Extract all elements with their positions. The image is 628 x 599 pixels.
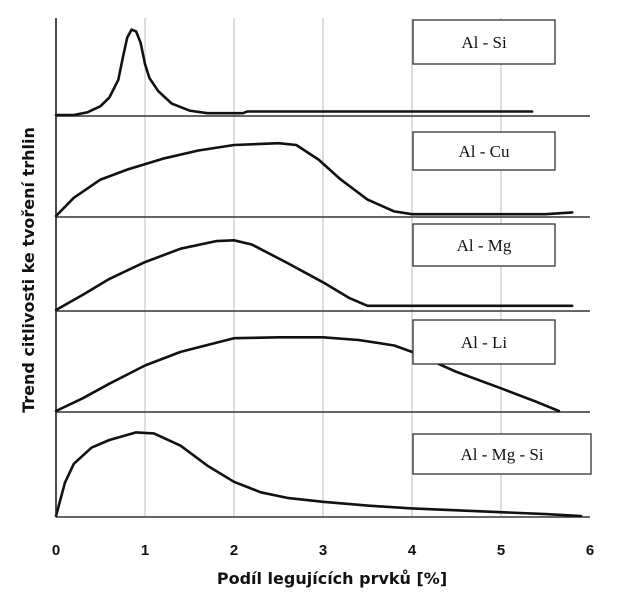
panel-2: Al - Cu [54, 131, 590, 218]
y-axis-title: Trend citlivosti ke tvoření trhlin [19, 127, 38, 413]
x-tick-label-3: 3 [319, 542, 327, 559]
x-tick-label-2: 2 [230, 542, 238, 559]
series-label-3: Al - Mg [457, 236, 512, 255]
series-label-2: Al - Cu [459, 142, 511, 161]
series-label-box-2 [412, 131, 556, 171]
x-tick-label-5: 5 [497, 542, 505, 559]
series-line-4 [54, 336, 561, 413]
x-tick-label-1: 1 [141, 542, 149, 559]
series-line-1 [54, 28, 534, 117]
series-label-box-5 [412, 433, 592, 475]
x-axis-title: Podíl legujících prvků [%] [217, 569, 447, 588]
panel-4: Al - Li [54, 319, 590, 413]
panel-3: Al - Mg [54, 223, 590, 312]
x-tick-label-0: 0 [52, 542, 60, 559]
x-tick-labels: 0 1 2 3 4 5 6 [52, 542, 594, 559]
panel-5: Al - Mg - Si [54, 431, 592, 518]
series-line-5 [54, 431, 583, 518]
panel-1: Al - Si [54, 19, 590, 117]
x-tick-label-4: 4 [408, 542, 417, 559]
series-label-box-4 [412, 319, 556, 365]
series-label-1: Al - Si [461, 33, 507, 52]
x-tick-label-6: 6 [586, 542, 594, 559]
series-label-4: Al - Li [461, 333, 508, 352]
panel-layer: Al - Si Al - Cu Al - Mg Al - Li Al - Mg - Si [54, 19, 592, 518]
series-label-box-3 [412, 223, 556, 267]
series-line-3 [54, 239, 574, 312]
series-line-2 [54, 141, 574, 218]
series-label-5: Al - Mg - Si [460, 445, 543, 464]
series-label-box-1 [412, 19, 556, 65]
